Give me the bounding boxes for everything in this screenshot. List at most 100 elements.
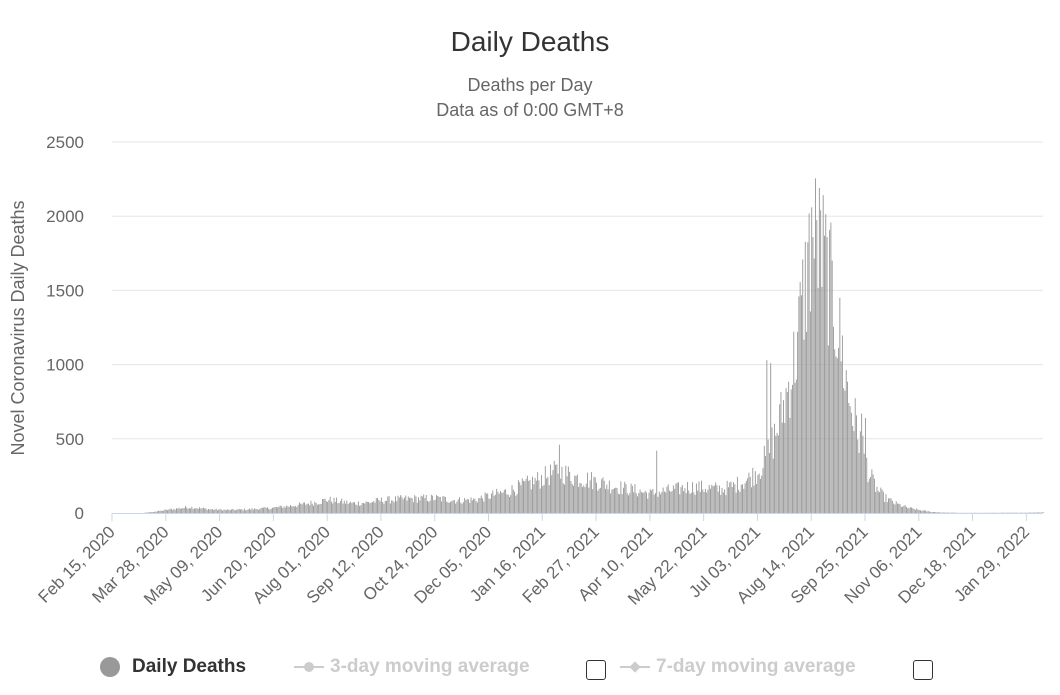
- bar[interactable]: [397, 495, 399, 513]
- bar[interactable]: [532, 476, 533, 513]
- bar[interactable]: [744, 483, 746, 513]
- bar[interactable]: [818, 188, 820, 513]
- bar[interactable]: [551, 475, 553, 513]
- bar[interactable]: [615, 487, 617, 513]
- bar[interactable]: [256, 508, 258, 513]
- bar[interactable]: [576, 474, 578, 513]
- bar[interactable]: [257, 509, 259, 513]
- bar[interactable]: [695, 483, 697, 513]
- bar[interactable]: [585, 483, 587, 513]
- bar[interactable]: [325, 501, 327, 513]
- bar[interactable]: [587, 472, 589, 513]
- bar[interactable]: [453, 500, 455, 513]
- bar[interactable]: [234, 510, 236, 513]
- bar[interactable]: [716, 485, 718, 513]
- bar[interactable]: [665, 492, 667, 513]
- bar[interactable]: [555, 464, 557, 513]
- bar[interactable]: [544, 466, 546, 513]
- bar[interactable]: [753, 485, 755, 513]
- bar[interactable]: [660, 494, 662, 513]
- bar[interactable]: [468, 499, 469, 513]
- bar[interactable]: [594, 477, 596, 513]
- bar[interactable]: [236, 509, 238, 513]
- bar[interactable]: [479, 498, 481, 513]
- bar[interactable]: [804, 241, 806, 514]
- bar[interactable]: [327, 501, 329, 513]
- bar[interactable]: [329, 496, 331, 513]
- bar[interactable]: [438, 496, 440, 513]
- bar[interactable]: [802, 259, 804, 513]
- bar[interactable]: [911, 507, 913, 513]
- bar[interactable]: [158, 510, 160, 513]
- bar[interactable]: [674, 488, 676, 513]
- bar[interactable]: [808, 213, 810, 513]
- bar[interactable]: [872, 474, 874, 513]
- bar[interactable]: [192, 509, 194, 513]
- bar[interactable]: [932, 511, 934, 513]
- bar[interactable]: [578, 486, 580, 513]
- bar[interactable]: [434, 499, 436, 513]
- bar[interactable]: [861, 413, 863, 513]
- bar[interactable]: [639, 489, 641, 513]
- bar[interactable]: [488, 498, 490, 513]
- bar[interactable]: [859, 431, 861, 513]
- bar[interactable]: [333, 497, 335, 513]
- bar[interactable]: [295, 506, 297, 513]
- bar[interactable]: [525, 478, 527, 513]
- bar[interactable]: [856, 415, 857, 513]
- bar[interactable]: [730, 481, 732, 513]
- bar[interactable]: [565, 465, 567, 513]
- bar[interactable]: [738, 489, 740, 513]
- bar[interactable]: [152, 512, 154, 513]
- bar[interactable]: [168, 509, 170, 513]
- bar[interactable]: [415, 496, 417, 513]
- bar[interactable]: [822, 195, 824, 513]
- bar[interactable]: [309, 505, 311, 513]
- bar[interactable]: [229, 510, 231, 513]
- bar[interactable]: [735, 492, 737, 513]
- bar[interactable]: [501, 492, 503, 513]
- bar[interactable]: [867, 482, 869, 513]
- bar[interactable]: [890, 498, 892, 513]
- bar[interactable]: [412, 502, 414, 513]
- bar[interactable]: [336, 497, 338, 513]
- bar[interactable]: [848, 402, 850, 513]
- bar[interactable]: [661, 492, 663, 513]
- bar[interactable]: [510, 495, 512, 513]
- bar[interactable]: [435, 495, 437, 513]
- bar[interactable]: [346, 500, 348, 513]
- bar[interactable]: [514, 491, 516, 513]
- bar[interactable]: [456, 501, 458, 513]
- bar[interactable]: [402, 499, 404, 513]
- bar[interactable]: [227, 509, 229, 513]
- bar[interactable]: [452, 500, 454, 513]
- checkbox-3-day-average[interactable]: [586, 660, 606, 680]
- bar[interactable]: [766, 360, 768, 513]
- bar[interactable]: [774, 423, 776, 513]
- bar[interactable]: [640, 491, 642, 513]
- bar[interactable]: [287, 506, 289, 513]
- bar[interactable]: [797, 331, 799, 513]
- bar[interactable]: [588, 487, 590, 513]
- bar[interactable]: [783, 400, 784, 513]
- bar[interactable]: [882, 491, 884, 513]
- bar[interactable]: [642, 492, 644, 513]
- bar[interactable]: [596, 482, 597, 513]
- bar[interactable]: [825, 214, 827, 513]
- bar[interactable]: [273, 507, 275, 513]
- bar[interactable]: [672, 485, 674, 513]
- bar[interactable]: [450, 501, 452, 513]
- bar[interactable]: [186, 507, 188, 513]
- bar[interactable]: [160, 510, 162, 513]
- bar[interactable]: [274, 507, 276, 513]
- bar[interactable]: [201, 508, 203, 513]
- bar[interactable]: [266, 507, 268, 513]
- bar[interactable]: [685, 493, 687, 513]
- bar[interactable]: [537, 472, 539, 513]
- bar[interactable]: [900, 506, 902, 513]
- bar[interactable]: [290, 505, 291, 513]
- bar[interactable]: [727, 487, 729, 513]
- bar[interactable]: [543, 484, 545, 513]
- bar[interactable]: [592, 489, 594, 513]
- bar[interactable]: [424, 498, 426, 513]
